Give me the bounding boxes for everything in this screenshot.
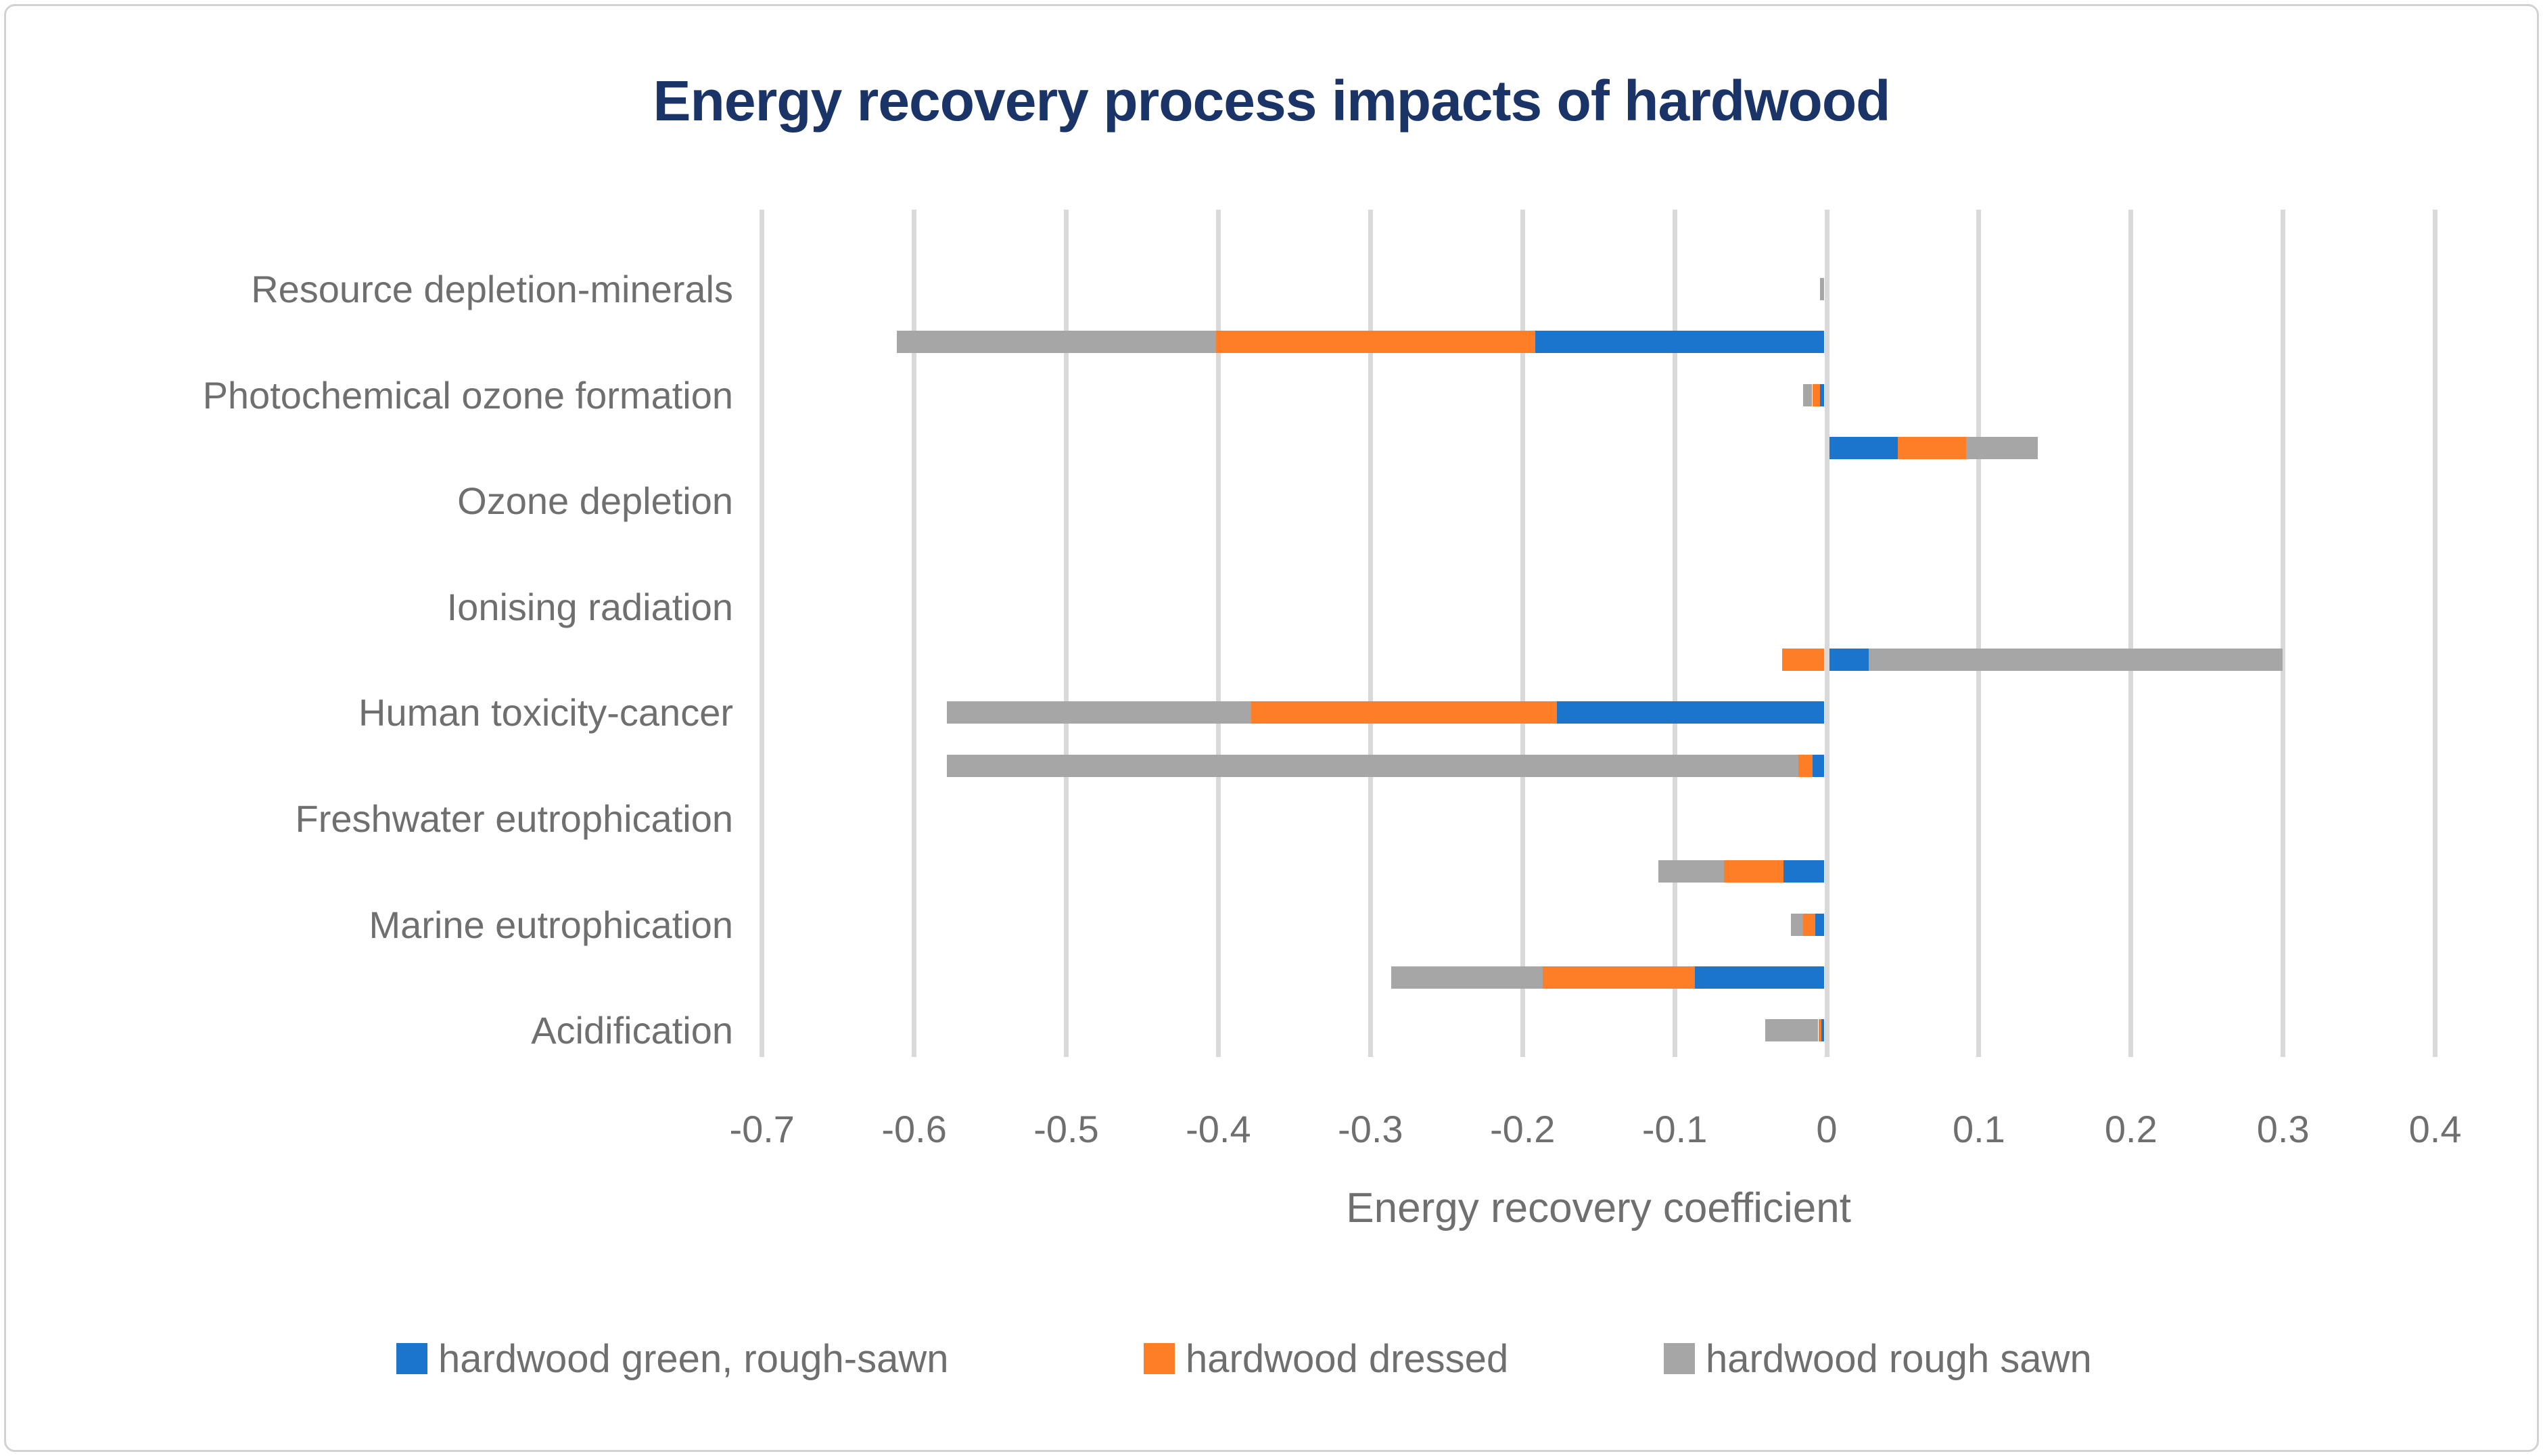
bar-segment (1791, 913, 1803, 936)
x-tick-label: 0.1 (1952, 1108, 2005, 1150)
x-tick-label: -0.7 (729, 1108, 795, 1150)
bar-segment (1803, 913, 1815, 936)
bar-segment (1781, 649, 1825, 672)
gridline-x--0.2 (1520, 210, 1525, 1057)
bar-segment (1658, 860, 1725, 883)
bar-segment (1798, 754, 1813, 777)
gridline-x--0.1 (1672, 210, 1677, 1057)
x-tick-label: -0.2 (1489, 1108, 1556, 1150)
bar-segment (1765, 1019, 1819, 1042)
category-label: Acidification (531, 1009, 733, 1052)
plot-area: -0.7 -0.6 -0.5 -0.4 -0.3 -0.2 -0.1 0 0.1 0.2 0.3 0.… (6, 6, 2537, 1450)
legend-label: hardwood dressed (1186, 1336, 1509, 1381)
category-label: Ozone depletion (457, 479, 733, 523)
bar-segment (1965, 436, 2038, 459)
x-tick-label: -0.5 (1033, 1108, 1099, 1150)
category-label: Ionising radiation (446, 585, 733, 628)
bar-segment (1251, 701, 1557, 724)
chart-figure: Energy recovery process impacts of hardw… (4, 4, 2539, 1452)
bar-segment (1783, 860, 1825, 883)
bar-segment (1829, 436, 1898, 459)
bar-segment (1868, 649, 2283, 672)
bar-segment (896, 331, 1216, 354)
bar-segment (946, 701, 1251, 724)
x-tick-label: -0.4 (1186, 1108, 1251, 1150)
category-label: Photochemical ozone formation (202, 373, 733, 417)
bar-segment (1815, 913, 1825, 936)
bar-segment (1821, 1019, 1825, 1042)
legend-label: hardwood green, rough-sawn (438, 1336, 949, 1381)
legend-swatch-icon (1144, 1343, 1175, 1374)
legend-item: hardwood rough sawn (1664, 1337, 2092, 1381)
gridline-x--0.7 (760, 210, 765, 1057)
gridline-x--0.6 (912, 210, 917, 1057)
gridline-x--0.4 (1215, 210, 1221, 1057)
chart-title: Energy recovery process impacts of hardw… (653, 69, 1891, 133)
gridline-x-0.1 (1976, 210, 1982, 1057)
x-tick-label: 0.3 (2256, 1108, 2310, 1150)
x-tick-label: -0.3 (1338, 1108, 1403, 1150)
bar-segment (1543, 966, 1696, 989)
x-tick-label: -0.1 (1641, 1108, 1708, 1150)
bar-segment (1803, 383, 1813, 406)
x-tick-label: 0 (1816, 1108, 1838, 1150)
bar-segment (1829, 649, 1869, 672)
bar-segment (946, 754, 1799, 777)
gridline-x-0 (1824, 210, 1829, 1057)
bar-segment (1897, 436, 1966, 459)
gridline-x-0.3 (2281, 210, 2286, 1057)
bar-segment (1812, 754, 1825, 777)
category-label: Marine eutrophication (369, 903, 733, 946)
legend-label: hardwood rough sawn (1706, 1336, 2092, 1381)
gridline-x-0.4 (2433, 210, 2438, 1057)
x-tick-label: 0.4 (2408, 1108, 2462, 1150)
bar-segment (1215, 331, 1536, 354)
category-label: Human toxicity-cancer (358, 691, 733, 734)
bar-segment (1812, 383, 1820, 406)
bar-segment (1556, 701, 1825, 724)
bar-segment (1695, 966, 1825, 989)
gridline-x-0.2 (2128, 210, 2134, 1057)
x-tick-label: 0.2 (2104, 1108, 2157, 1150)
bar-segment (1724, 860, 1783, 883)
gridline-x--0.5 (1064, 210, 1069, 1057)
gridline-x--0.3 (1368, 210, 1373, 1057)
x-axis-title: Energy recovery coefficient (1346, 1185, 1851, 1231)
category-label: Resource depletion-minerals (251, 267, 733, 310)
bar-segment (1819, 383, 1825, 406)
bar-segment (1535, 331, 1825, 354)
x-tick-label: -0.6 (881, 1108, 947, 1150)
legend-swatch-icon (396, 1343, 427, 1374)
legend-item: hardwood dressed (1144, 1337, 1508, 1381)
category-label: Freshwater eutrophication (295, 797, 733, 841)
legend-item: hardwood green, rough-sawn (396, 1337, 948, 1381)
legend-swatch-icon (1664, 1343, 1695, 1374)
bar-segment (1391, 966, 1543, 989)
bar-segment (1819, 277, 1825, 300)
bar-segment (1818, 1019, 1821, 1042)
